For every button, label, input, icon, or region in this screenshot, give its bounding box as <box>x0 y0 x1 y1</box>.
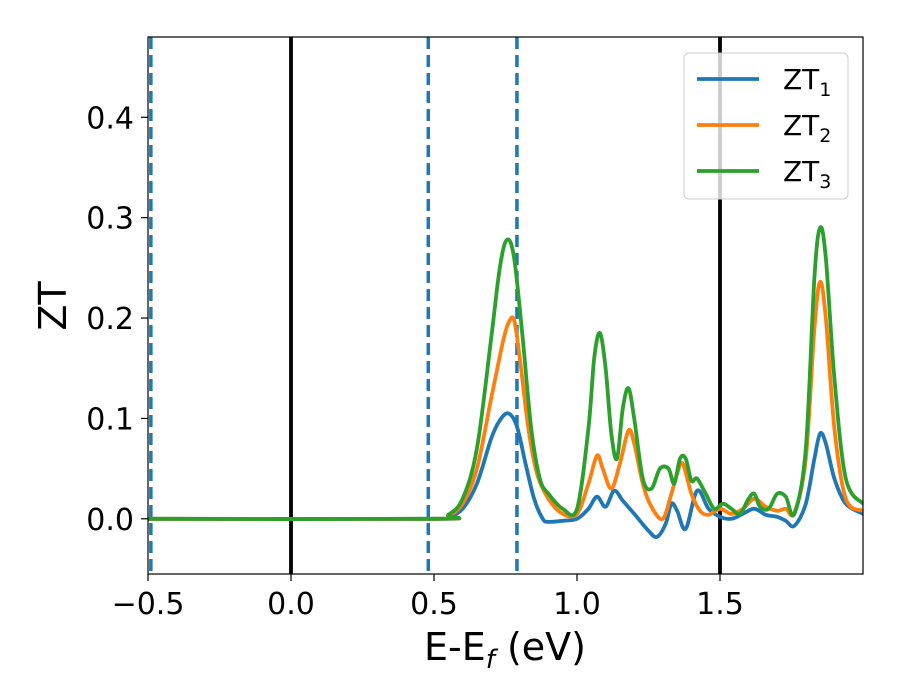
x-tick-label: −0.5 <box>112 587 185 622</box>
legend-label-zt1: ZT1 <box>783 63 831 101</box>
legend: ZT1 ZT2 ZT3 <box>683 52 849 200</box>
y-axis-label: ZT <box>31 281 75 331</box>
y-tick-label: 0.1 <box>86 402 134 437</box>
legend-box <box>683 52 849 200</box>
y-tick-label: 0.2 <box>86 302 134 337</box>
legend-label-zt2: ZT2 <box>783 109 831 147</box>
x-tick-label: 1.5 <box>696 587 744 622</box>
x-tick-label: 1.0 <box>553 587 601 622</box>
x-tick-label: 0.0 <box>267 587 315 622</box>
plot-frame <box>147 36 864 575</box>
y-tick-label: 0.4 <box>86 101 134 136</box>
y-tick-label: 0.3 <box>86 202 134 237</box>
series-line-zt1 <box>148 411 863 539</box>
x-axis: −0.5 0.0 0.5 1.0 1.5 <box>112 574 744 622</box>
series-line-zt3 <box>148 225 863 522</box>
y-axis: 0.0 0.1 0.2 0.3 0.4 <box>86 101 148 538</box>
series-layer <box>148 225 863 539</box>
series-line-zt2 <box>148 279 863 521</box>
y-tick-label: 0.0 <box>86 503 134 538</box>
x-tick-label: 0.5 <box>410 587 458 622</box>
legend-label-zt3: ZT3 <box>783 155 831 193</box>
x-axis-label: E-Ef (eV) <box>424 625 586 675</box>
reference-lines <box>149 37 722 574</box>
